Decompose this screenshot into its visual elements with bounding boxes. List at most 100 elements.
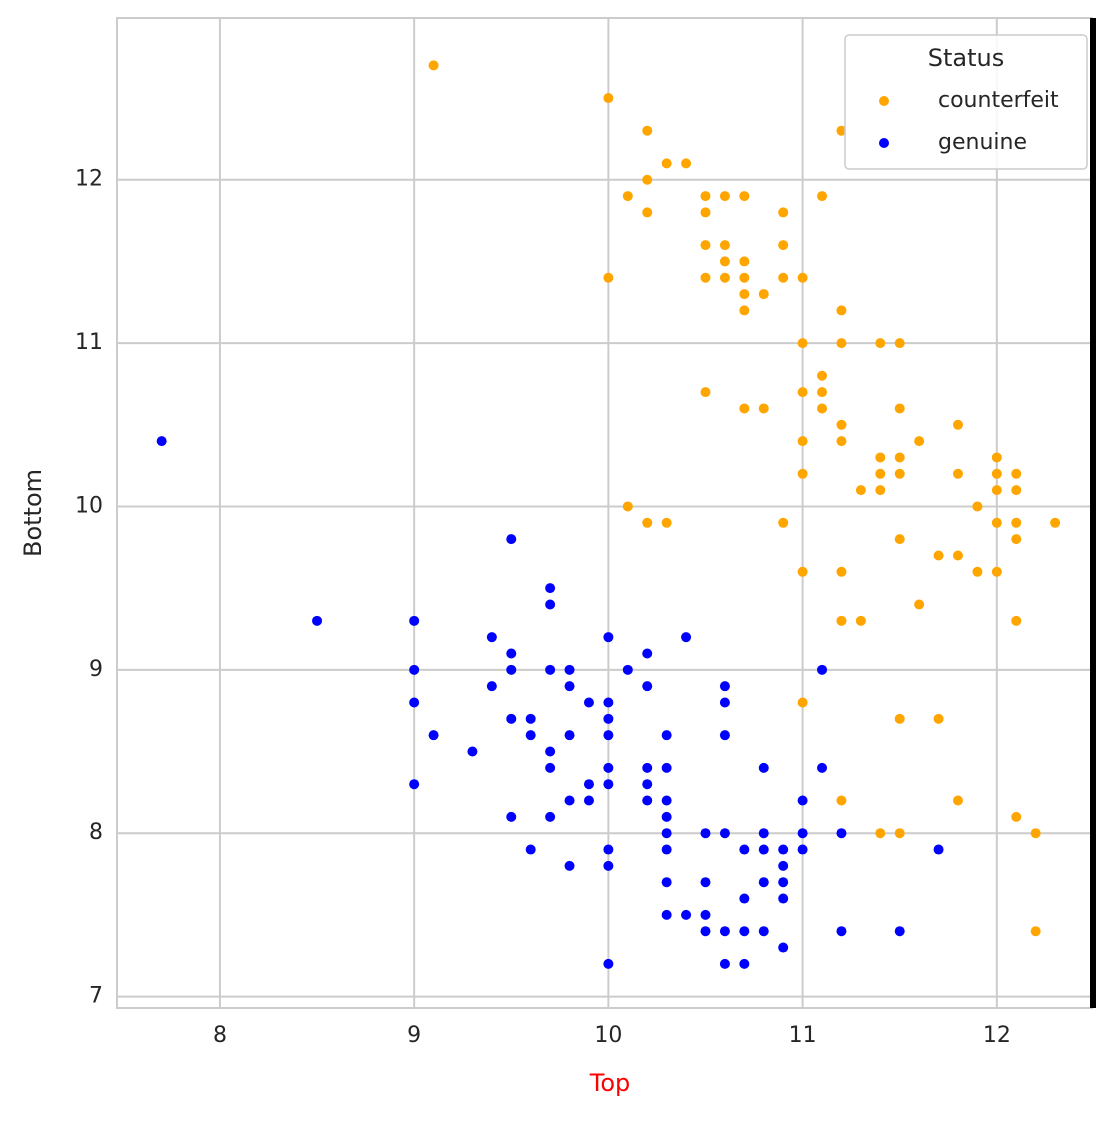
point bbox=[681, 632, 692, 643]
point bbox=[836, 828, 847, 839]
point bbox=[1030, 926, 1041, 937]
point bbox=[603, 272, 614, 283]
point bbox=[642, 779, 653, 790]
legend-marker bbox=[879, 96, 889, 106]
points bbox=[156, 60, 1061, 969]
point bbox=[642, 762, 653, 773]
point bbox=[817, 387, 828, 398]
point bbox=[739, 191, 750, 202]
point bbox=[817, 191, 828, 202]
x-tick-label: 9 bbox=[407, 1023, 421, 1048]
legend-label: counterfeit bbox=[938, 88, 1059, 113]
point bbox=[642, 207, 653, 218]
point bbox=[700, 191, 711, 202]
point bbox=[583, 697, 594, 708]
point bbox=[564, 681, 575, 692]
point bbox=[817, 762, 828, 773]
point bbox=[797, 272, 808, 283]
point bbox=[739, 305, 750, 316]
point bbox=[545, 762, 556, 773]
point bbox=[603, 844, 614, 855]
point bbox=[894, 828, 905, 839]
point bbox=[875, 452, 886, 463]
point bbox=[952, 550, 963, 561]
point bbox=[719, 697, 730, 708]
point bbox=[564, 730, 575, 741]
point bbox=[661, 158, 672, 169]
point bbox=[545, 599, 556, 610]
point bbox=[661, 828, 672, 839]
point bbox=[700, 272, 711, 283]
point bbox=[836, 615, 847, 626]
point bbox=[622, 664, 633, 675]
point bbox=[409, 664, 420, 675]
point bbox=[642, 795, 653, 806]
point bbox=[894, 534, 905, 545]
y-tick-label: 8 bbox=[89, 820, 103, 845]
y-tick-label: 11 bbox=[75, 330, 103, 355]
point bbox=[836, 795, 847, 806]
legend-title: Status bbox=[928, 44, 1004, 72]
point bbox=[894, 926, 905, 937]
point bbox=[875, 828, 886, 839]
point bbox=[778, 893, 789, 904]
point bbox=[778, 942, 789, 953]
point bbox=[778, 272, 789, 283]
point bbox=[603, 713, 614, 724]
point bbox=[855, 615, 866, 626]
y-tick-label: 12 bbox=[75, 167, 103, 192]
point bbox=[681, 158, 692, 169]
point bbox=[545, 746, 556, 757]
point bbox=[1030, 828, 1041, 839]
point bbox=[506, 664, 517, 675]
point bbox=[603, 730, 614, 741]
point bbox=[583, 795, 594, 806]
point bbox=[661, 762, 672, 773]
point bbox=[758, 926, 769, 937]
x-tick-label: 8 bbox=[213, 1023, 227, 1048]
point bbox=[622, 501, 633, 512]
point bbox=[952, 795, 963, 806]
point bbox=[952, 419, 963, 430]
legend-box bbox=[844, 34, 1088, 170]
y-tick-label: 10 bbox=[75, 493, 103, 518]
point bbox=[564, 664, 575, 675]
point bbox=[778, 240, 789, 251]
point bbox=[700, 387, 711, 398]
point bbox=[1011, 811, 1022, 822]
point bbox=[875, 338, 886, 349]
point bbox=[836, 566, 847, 577]
point bbox=[991, 517, 1002, 528]
point bbox=[972, 501, 983, 512]
legend: Status counterfeit genuine bbox=[844, 34, 1088, 170]
point bbox=[991, 468, 1002, 479]
point bbox=[622, 191, 633, 202]
point bbox=[719, 240, 730, 251]
point bbox=[817, 403, 828, 414]
point bbox=[564, 860, 575, 871]
legend-marker bbox=[879, 138, 889, 148]
point bbox=[797, 566, 808, 577]
point bbox=[719, 828, 730, 839]
point bbox=[486, 632, 497, 643]
point bbox=[661, 877, 672, 888]
point bbox=[506, 534, 517, 545]
point bbox=[758, 762, 769, 773]
point bbox=[875, 468, 886, 479]
point bbox=[603, 779, 614, 790]
point bbox=[156, 436, 167, 447]
point bbox=[991, 485, 1002, 496]
point bbox=[739, 958, 750, 969]
point bbox=[758, 289, 769, 300]
point bbox=[836, 926, 847, 937]
point bbox=[525, 713, 536, 724]
point bbox=[700, 926, 711, 937]
point bbox=[778, 207, 789, 218]
point bbox=[758, 828, 769, 839]
point bbox=[972, 566, 983, 577]
point bbox=[719, 958, 730, 969]
point bbox=[933, 713, 944, 724]
point bbox=[409, 779, 420, 790]
point bbox=[700, 877, 711, 888]
